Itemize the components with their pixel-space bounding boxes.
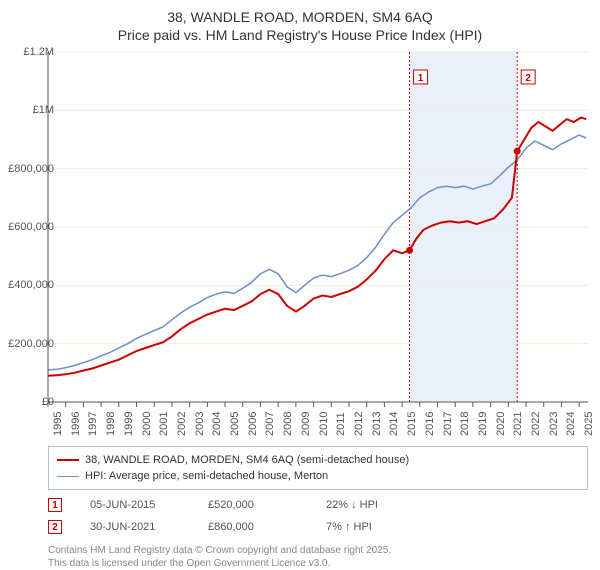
x-tick-label: 2017	[442, 412, 454, 436]
x-tick-label: 2018	[459, 412, 471, 436]
x-tick-label: 1997	[87, 412, 99, 436]
chart-footer: 38, WANDLE ROAD, MORDEN, SM4 6AQ (semi-d…	[48, 442, 588, 570]
x-tick-label: 2006	[247, 412, 259, 436]
x-tick-label: 2002	[176, 412, 188, 436]
legend-item: HPI: Average price, semi-detached house,…	[57, 468, 579, 484]
sale-point	[514, 148, 521, 155]
y-tick-label: £1.2M	[23, 46, 54, 58]
x-tick-label: 2024	[565, 412, 577, 436]
y-tick-label: £0	[42, 396, 54, 408]
x-tick-label: 2021	[512, 412, 524, 436]
x-tick-label: 2004	[211, 412, 223, 436]
x-tick-label: 2005	[229, 412, 241, 436]
legend-item: 38, WANDLE ROAD, MORDEN, SM4 6AQ (semi-d…	[57, 452, 579, 468]
x-tick-label: 2016	[424, 412, 436, 436]
x-tick-label: 1999	[123, 412, 135, 436]
x-tick-label: 2011	[335, 412, 347, 436]
x-tick-label: 2014	[388, 412, 400, 436]
chart-svg: 12	[48, 52, 588, 402]
legend-box: 38, WANDLE ROAD, MORDEN, SM4 6AQ (semi-d…	[48, 446, 588, 490]
sale-marker-flag: 1	[414, 70, 428, 84]
svg-text:2: 2	[525, 73, 531, 84]
x-tick-label: 2025	[583, 412, 595, 436]
chart-title: 38, WANDLE ROAD, MORDEN, SM4 6AQ Price p…	[0, 0, 600, 44]
x-tick-label: 1996	[70, 412, 82, 436]
x-tick-label: 2003	[194, 412, 206, 436]
legend-swatch	[57, 459, 79, 461]
title-line-2: Price paid vs. HM Land Registry's House …	[0, 26, 600, 44]
legend-label: 38, WANDLE ROAD, MORDEN, SM4 6AQ (semi-d…	[85, 452, 409, 468]
y-tick-label: £1M	[33, 104, 54, 116]
sale-delta: 22% ↓ HPI	[326, 499, 416, 511]
sale-row: 2 30-JUN-2021 £860,000 7% ↑ HPI	[48, 520, 588, 534]
legend-swatch	[57, 476, 79, 477]
x-tick-label: 2010	[318, 412, 330, 436]
attribution-line: This data is licensed under the Open Gov…	[48, 557, 588, 570]
plot-area: 12	[48, 52, 588, 402]
x-tick-label: 2013	[371, 412, 383, 436]
x-tick-label: 2000	[141, 412, 153, 436]
y-tick-label: £400,000	[8, 279, 54, 291]
legend-label: HPI: Average price, semi-detached house,…	[85, 468, 328, 484]
x-tick-label: 2022	[530, 412, 542, 436]
sale-date: 30-JUN-2021	[90, 521, 180, 533]
sale-marker-badge: 2	[48, 520, 62, 534]
svg-text:1: 1	[418, 73, 424, 84]
x-tick-label: 2015	[406, 412, 418, 436]
sale-marker-flag: 2	[521, 70, 535, 84]
sale-marker-badge: 1	[48, 498, 62, 512]
x-tick-label: 1995	[52, 412, 64, 436]
sale-delta: 7% ↑ HPI	[326, 521, 416, 533]
attribution: Contains HM Land Registry data © Crown c…	[48, 544, 588, 570]
x-tick-label: 2020	[495, 412, 507, 436]
sale-price: £860,000	[208, 521, 298, 533]
attribution-line: Contains HM Land Registry data © Crown c…	[48, 544, 588, 557]
x-tick-label: 2019	[477, 412, 489, 436]
sale-point	[406, 247, 413, 254]
x-tick-label: 2012	[353, 412, 365, 436]
x-tick-label: 1998	[105, 412, 117, 436]
sale-date: 05-JUN-2015	[90, 499, 180, 511]
y-tick-label: £200,000	[8, 338, 54, 350]
x-tick-label: 2023	[548, 412, 560, 436]
title-line-1: 38, WANDLE ROAD, MORDEN, SM4 6AQ	[0, 8, 600, 26]
sale-price: £520,000	[208, 499, 298, 511]
x-tick-label: 2008	[282, 412, 294, 436]
y-tick-label: £600,000	[8, 221, 54, 233]
x-tick-label: 2007	[264, 412, 276, 436]
y-tick-label: £800,000	[8, 163, 54, 175]
x-tick-label: 2001	[158, 412, 170, 436]
sale-row: 1 05-JUN-2015 £520,000 22% ↓ HPI	[48, 498, 588, 512]
x-tick-label: 2009	[300, 412, 312, 436]
